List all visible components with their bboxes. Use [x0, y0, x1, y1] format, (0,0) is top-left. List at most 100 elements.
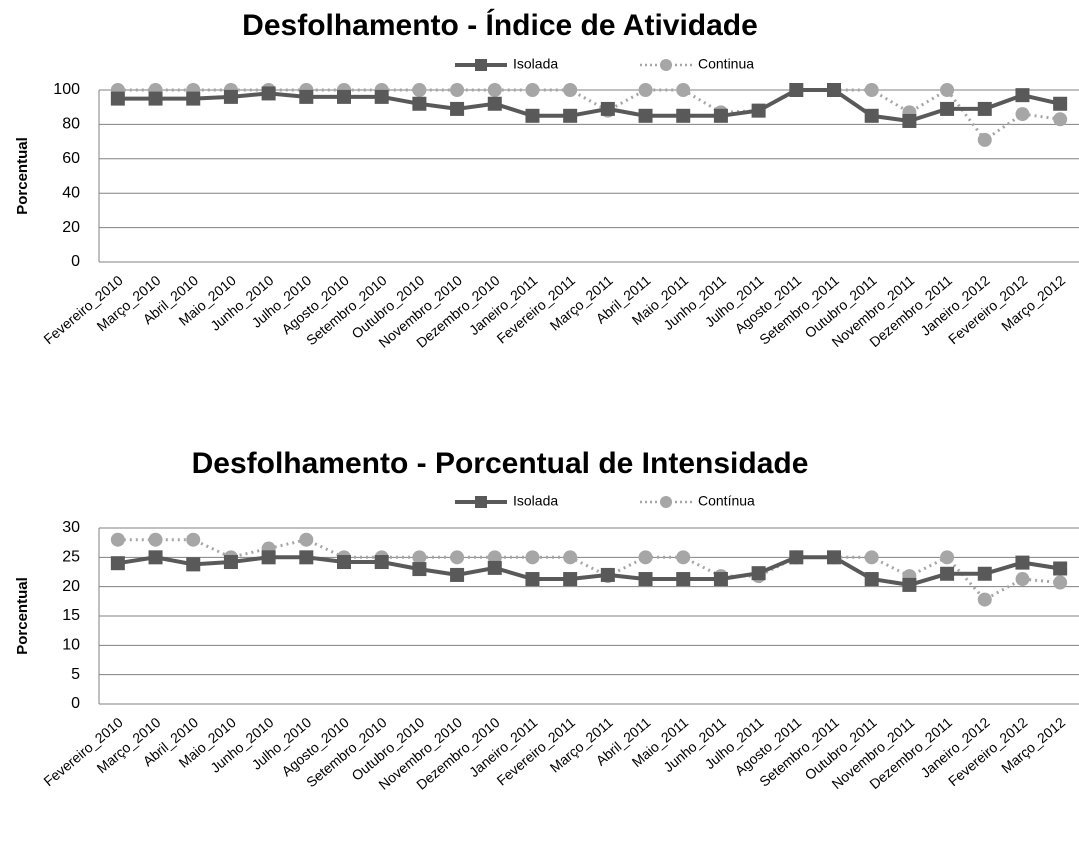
point: [223, 89, 238, 104]
point: [148, 532, 163, 547]
point: [186, 91, 201, 106]
point: [487, 96, 502, 111]
legend-label: Isolada: [513, 56, 558, 72]
point: [148, 550, 163, 565]
point: [450, 567, 465, 582]
y-axis-label: Porcentual: [14, 137, 31, 215]
point: [638, 108, 653, 123]
legend-marker: [660, 59, 672, 71]
point: [676, 83, 691, 97]
point: [337, 89, 351, 104]
point: [977, 566, 992, 581]
point: [676, 550, 691, 565]
point: [412, 550, 427, 565]
point: [563, 550, 578, 565]
point: [902, 577, 917, 592]
point: [713, 572, 728, 587]
legend-label: Continua: [698, 56, 754, 72]
point: [450, 550, 465, 565]
series-line: [117, 538, 1061, 602]
point: [337, 555, 351, 570]
point: [374, 555, 389, 570]
y-tick-label: 10: [62, 637, 80, 654]
point: [261, 550, 276, 565]
point: [676, 108, 691, 123]
y-tick-label: 60: [62, 150, 80, 167]
point: [864, 550, 879, 565]
legend-marker: [475, 496, 487, 508]
y-tick-label: 30: [62, 519, 80, 536]
y-tick-label: 20: [62, 219, 80, 236]
point: [940, 550, 955, 565]
point: [525, 108, 540, 123]
point: [600, 567, 615, 582]
point: [186, 557, 201, 572]
chart: Desfolhamento - Porcentual de Intensidad…: [14, 447, 1079, 793]
point: [1015, 572, 1030, 587]
point: [374, 89, 389, 104]
point: [789, 83, 804, 97]
point: [940, 83, 955, 97]
point: [412, 562, 427, 577]
point: [412, 96, 427, 111]
y-axis-label: Porcentual: [14, 577, 31, 655]
point: [186, 532, 201, 547]
point: [1053, 96, 1068, 111]
point: [827, 83, 841, 97]
series-line: [117, 88, 1061, 124]
point: [525, 83, 540, 97]
point: [299, 550, 314, 565]
point: [110, 91, 125, 106]
y-tick-label: 0: [71, 253, 80, 270]
point: [525, 572, 540, 587]
series-line: [117, 88, 1061, 142]
point: [600, 101, 615, 116]
point: [864, 572, 879, 587]
point: [789, 550, 804, 565]
point: [977, 132, 992, 147]
legend-label: Isolada: [513, 493, 558, 509]
point: [864, 83, 879, 97]
chart-title: Desfolhamento - Porcentual de Intensidad…: [192, 447, 809, 480]
point: [638, 572, 653, 587]
point: [1015, 88, 1030, 103]
point: [1053, 575, 1068, 590]
point: [1015, 555, 1030, 570]
point: [638, 83, 653, 97]
point: [450, 101, 465, 116]
y-tick-label: 20: [62, 578, 80, 595]
y-tick-label: 15: [62, 607, 80, 624]
legend-marker: [475, 59, 487, 71]
point: [940, 101, 955, 116]
y-tick-label: 80: [62, 116, 80, 133]
y-tick-label: 100: [53, 81, 80, 98]
point: [940, 566, 955, 581]
chart-title: Desfolhamento - Índice de Atividade: [242, 8, 758, 42]
point: [563, 572, 578, 587]
y-tick-label: 0: [71, 695, 80, 712]
point: [977, 592, 992, 607]
point: [638, 550, 653, 565]
legend-marker: [660, 496, 672, 508]
point: [299, 532, 314, 547]
point: [563, 108, 578, 123]
point: [676, 572, 691, 587]
chart: Desfolhamento - Índice de Atividade Porce…: [14, 8, 1079, 351]
point: [827, 550, 841, 565]
y-tick-label: 40: [62, 184, 80, 201]
point: [563, 83, 578, 97]
point: [864, 108, 879, 123]
point: [412, 83, 427, 97]
point: [1015, 107, 1030, 122]
point: [223, 555, 238, 570]
point: [751, 103, 766, 118]
point: [261, 86, 276, 101]
point: [1053, 561, 1068, 576]
point: [902, 113, 917, 128]
point: [751, 566, 766, 581]
point: [110, 556, 125, 571]
point: [487, 550, 502, 565]
point: [110, 532, 125, 547]
point: [525, 550, 540, 565]
